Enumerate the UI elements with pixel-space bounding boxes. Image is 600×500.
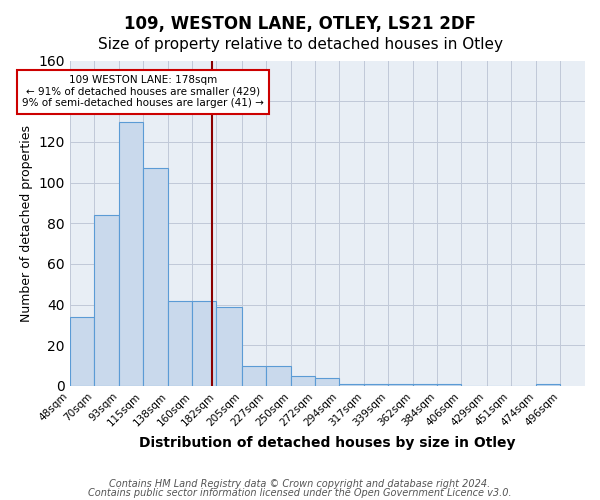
Text: Size of property relative to detached houses in Otley: Size of property relative to detached ho… [97, 38, 503, 52]
Bar [143, 168, 168, 386]
Text: Contains HM Land Registry data © Crown copyright and database right 2024.: Contains HM Land Registry data © Crown c… [109, 479, 491, 489]
Bar [168, 300, 193, 386]
Bar [413, 384, 437, 386]
Bar [536, 384, 560, 386]
Bar [70, 317, 94, 386]
Y-axis label: Number of detached properties: Number of detached properties [20, 124, 33, 322]
Text: 109 WESTON LANE: 178sqm
← 91% of detached houses are smaller (429)
9% of semi-de: 109 WESTON LANE: 178sqm ← 91% of detache… [22, 75, 264, 108]
Bar [437, 384, 461, 386]
Bar [94, 215, 119, 386]
Bar [291, 376, 315, 386]
Bar [388, 384, 413, 386]
Bar [119, 122, 143, 386]
Bar [266, 366, 291, 386]
Text: 109, WESTON LANE, OTLEY, LS21 2DF: 109, WESTON LANE, OTLEY, LS21 2DF [124, 15, 476, 33]
X-axis label: Distribution of detached houses by size in Otley: Distribution of detached houses by size … [139, 436, 515, 450]
Bar [339, 384, 364, 386]
Bar [193, 300, 217, 386]
Bar [242, 366, 266, 386]
Bar [364, 384, 388, 386]
Bar [315, 378, 339, 386]
Text: Contains public sector information licensed under the Open Government Licence v3: Contains public sector information licen… [88, 488, 512, 498]
Bar [217, 306, 242, 386]
